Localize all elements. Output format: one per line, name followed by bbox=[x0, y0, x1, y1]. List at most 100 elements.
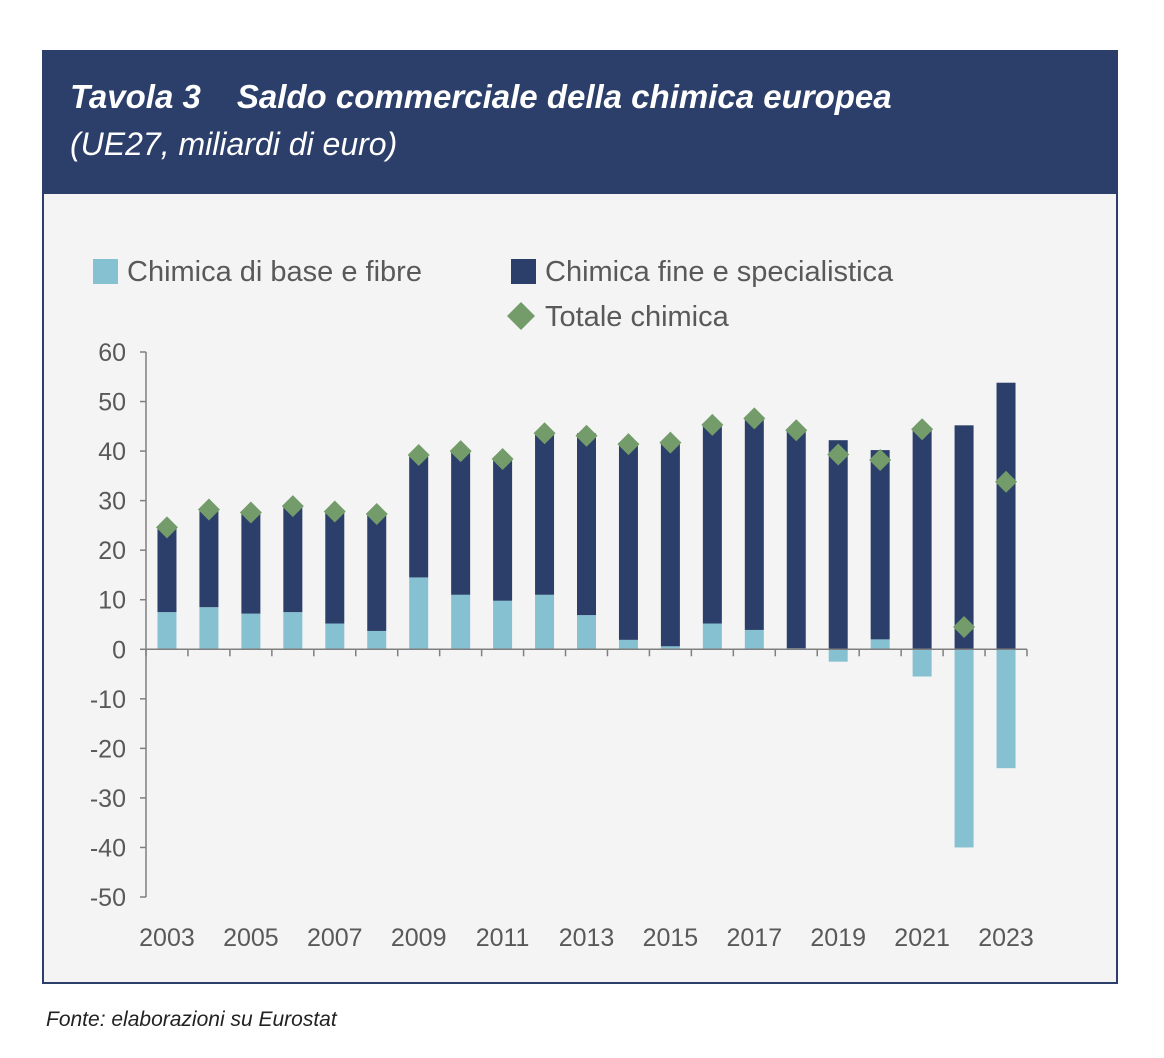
bar-base-2003 bbox=[157, 612, 177, 650]
total-marker-2006 bbox=[281, 495, 304, 518]
legend-swatch-fine bbox=[511, 259, 536, 284]
x-tick-label: 2013 bbox=[559, 924, 615, 952]
total-marker-2005 bbox=[239, 501, 262, 524]
total-marker-2014 bbox=[617, 433, 640, 456]
bar-base-2009 bbox=[409, 577, 429, 650]
legend-label-fine: Chimica fine e specialistica bbox=[545, 256, 894, 288]
total-marker-2007 bbox=[323, 500, 346, 523]
legend: Chimica di base e fibre Chimica fine e sp… bbox=[93, 256, 894, 333]
bar-base-2005 bbox=[241, 613, 261, 650]
x-tick-label: 2015 bbox=[643, 924, 699, 952]
bar-fine-2003 bbox=[157, 526, 177, 613]
bar-fine-2004 bbox=[199, 509, 219, 608]
bar-base-2006 bbox=[283, 612, 303, 650]
total-marker-2011 bbox=[491, 448, 514, 471]
total-marker-2020 bbox=[869, 449, 892, 472]
bar-base-2019 bbox=[828, 649, 848, 662]
total-marker-2009 bbox=[407, 444, 430, 467]
bar-fine-2020 bbox=[870, 450, 890, 640]
y-tick-label: 30 bbox=[98, 488, 126, 516]
total-marker-2018 bbox=[785, 419, 808, 442]
bar-fine-2018 bbox=[786, 429, 806, 649]
bar-base-2007 bbox=[325, 623, 345, 650]
legend-label-total: Totale chimica bbox=[545, 301, 730, 333]
y-tick-label: 0 bbox=[112, 636, 126, 664]
bar-fine-2009 bbox=[409, 454, 429, 578]
total-marker-2017 bbox=[743, 407, 766, 430]
bar-fine-2010 bbox=[451, 451, 471, 595]
x-tick-label: 2003 bbox=[139, 924, 195, 952]
total-marker-2015 bbox=[659, 431, 682, 454]
bar-fine-2019 bbox=[828, 440, 848, 650]
total-marker-2013 bbox=[575, 424, 598, 447]
y-tick-label: 60 bbox=[98, 339, 126, 367]
x-tick-label: 2011 bbox=[476, 924, 530, 952]
source-note: Fonte: elaborazioni su Eurostat bbox=[46, 1008, 337, 1031]
bar-fine-2016 bbox=[702, 423, 722, 624]
x-tick-label: 2007 bbox=[307, 924, 363, 952]
bar-fine-2021 bbox=[912, 427, 932, 650]
bar-base-2013 bbox=[577, 615, 596, 650]
y-tick-label: 20 bbox=[98, 537, 126, 565]
bar-base-2020 bbox=[870, 639, 890, 650]
bar-base-2016 bbox=[702, 623, 722, 650]
bar-fine-2008 bbox=[367, 513, 387, 631]
chart-header: Tavola 3 Saldo commerciale della chimica … bbox=[44, 52, 1116, 194]
legend-marker-total bbox=[507, 302, 535, 330]
bar-fine-2014 bbox=[618, 443, 638, 640]
chart-title: Tavola 3 Saldo commerciale della chimica … bbox=[70, 78, 892, 116]
bar-fine-2013 bbox=[577, 433, 596, 616]
bar-base-2010 bbox=[451, 594, 471, 650]
tick-labels: 60 50 40 30 20 10 0 -10 -20 -30 -40 -50 2003 2005 2007… bbox=[90, 339, 1034, 952]
y-tick-label: -50 bbox=[90, 884, 126, 912]
title-number: Tavola 3 bbox=[70, 78, 201, 115]
total-marker-2004 bbox=[197, 498, 220, 521]
bar-fine-2006 bbox=[283, 505, 303, 613]
x-tick-label: 2005 bbox=[223, 924, 279, 952]
total-marker-2023 bbox=[995, 470, 1018, 493]
bar-fine-2005 bbox=[241, 513, 261, 614]
y-tick-label: 10 bbox=[98, 587, 126, 615]
x-tick-label: 2017 bbox=[726, 924, 782, 952]
x-tick-label: 2023 bbox=[978, 924, 1034, 952]
bar-fine-2022 bbox=[954, 425, 974, 650]
chart-subtitle: (UE27, miliardi di euro) bbox=[70, 126, 398, 162]
bar-fine-2011 bbox=[493, 458, 513, 601]
legend-label-base: Chimica di base e fibre bbox=[127, 256, 422, 288]
y-tick-label: -20 bbox=[90, 735, 126, 763]
bar-base-2014 bbox=[618, 639, 638, 650]
bar-base-2022 bbox=[954, 649, 974, 848]
chart-panel: Tavola 3 Saldo commerciale della chimica … bbox=[42, 50, 1118, 984]
axes bbox=[140, 351, 1028, 898]
legend-swatch-base bbox=[93, 259, 118, 284]
y-tick-label: -30 bbox=[90, 785, 126, 813]
bar-base-2012 bbox=[535, 594, 555, 650]
total-marker-2022 bbox=[953, 615, 976, 638]
total-marker-2003 bbox=[155, 516, 178, 539]
y-tick-label: 40 bbox=[98, 438, 126, 466]
y-tick-label: -10 bbox=[90, 686, 126, 714]
total-marker-2010 bbox=[449, 440, 472, 463]
x-tick-label: 2021 bbox=[894, 924, 950, 952]
total-markers bbox=[155, 407, 1018, 638]
bar-base-2023 bbox=[996, 649, 1016, 769]
bar-fine-2012 bbox=[535, 432, 555, 595]
bar-base-2021 bbox=[912, 649, 932, 677]
bar-base-2008 bbox=[367, 630, 387, 650]
total-marker-2008 bbox=[365, 503, 388, 526]
bar-base-2011 bbox=[493, 600, 513, 650]
total-marker-2016 bbox=[701, 413, 724, 436]
bars bbox=[157, 382, 1016, 848]
x-tick-label: 2019 bbox=[810, 924, 866, 952]
bar-fine-2007 bbox=[325, 511, 345, 624]
x-tick-label: 2009 bbox=[391, 924, 447, 952]
title-text: Saldo commerciale della chimica europea bbox=[236, 78, 892, 115]
bar-fine-2015 bbox=[660, 442, 680, 647]
bar-fine-2017 bbox=[744, 417, 764, 630]
bar-base-2015 bbox=[660, 646, 680, 650]
total-marker-2021 bbox=[911, 418, 934, 441]
bar-fine-2023 bbox=[996, 382, 1016, 650]
y-tick-label: -40 bbox=[90, 834, 126, 862]
total-marker-2019 bbox=[827, 443, 850, 466]
